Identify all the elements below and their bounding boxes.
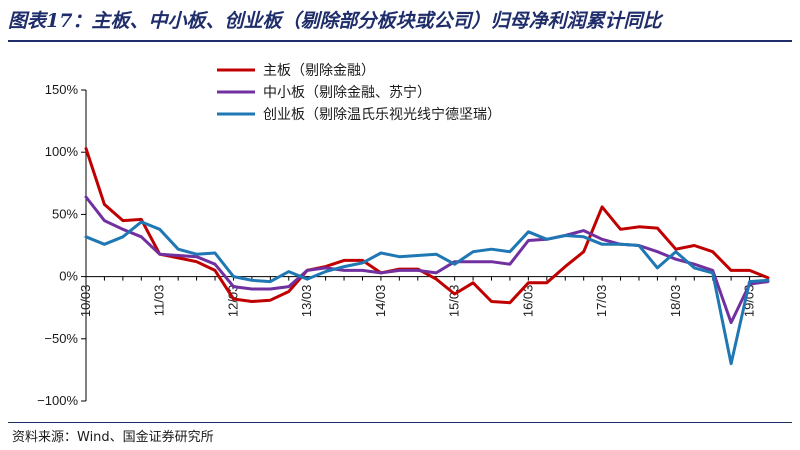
legend-label: 创业板（剔除温氏乐视光线宁德坚瑞） <box>263 106 501 123</box>
source-note: 资料来源：Wind、国金证券研究所 <box>12 430 214 445</box>
y-tick-label: −50% <box>44 331 78 346</box>
legend-label: 中小板（剔除金融、苏宁） <box>263 84 431 101</box>
x-tick-label: 14/03 <box>373 285 388 318</box>
x-tick-label: 13/03 <box>299 285 314 318</box>
y-axis: 150% 100% 50% 0% −50% −100% <box>37 82 87 408</box>
series-line-2 <box>84 195 770 325</box>
x-axis: 10/03 11/03 12/03 13/03 14/03 15/03 16/03 17/03… <box>78 276 769 318</box>
legend: 主板（剔除金融） 中小板（剔除金融、苏宁） 创业板（剔除温氏乐视光线宁德坚瑞） <box>217 63 501 123</box>
series-line-1 <box>84 147 770 305</box>
x-tick-label: 18/03 <box>668 285 683 318</box>
series-line-3 <box>84 220 770 366</box>
y-tick-label: 150% <box>45 82 79 97</box>
y-tick-label: 0% <box>59 269 78 284</box>
source-divider <box>8 422 792 423</box>
x-tick-label: 16/03 <box>520 285 535 318</box>
chart-title: 图表17：主板、中小板、创业板（剔除部分板块或公司）归母净利润累计同比 <box>8 10 662 32</box>
y-tick-label: 50% <box>52 206 78 221</box>
series-layer <box>84 147 770 366</box>
x-tick-label: 11/03 <box>152 285 167 317</box>
y-tick-label: −100% <box>37 393 78 408</box>
x-tick-label: 17/03 <box>594 285 609 318</box>
legend-label: 主板（剔除金融） <box>263 63 375 79</box>
y-tick-label: 100% <box>45 144 79 159</box>
x-tick-label: 10/03 <box>78 285 93 318</box>
title-divider <box>8 40 792 42</box>
